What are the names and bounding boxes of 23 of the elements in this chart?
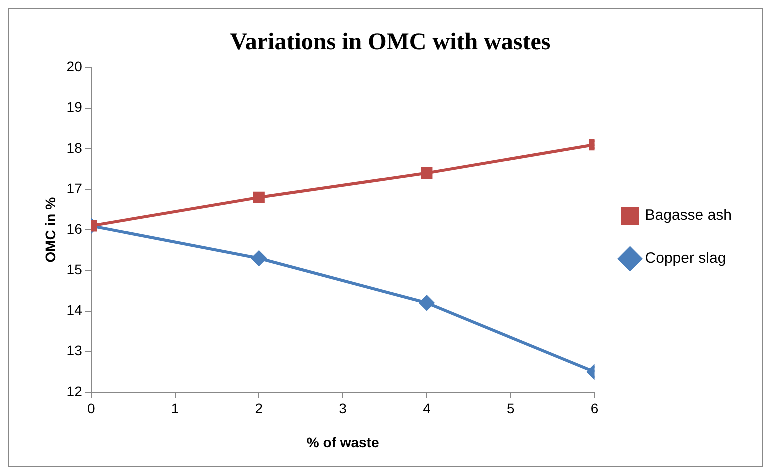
y-tick-label: 15 xyxy=(66,262,83,278)
chart-title: Variations in OMC with wastes xyxy=(230,30,551,56)
x-axis-title: % of waste xyxy=(306,434,380,450)
y-axis-title: OMC in % xyxy=(42,196,58,263)
x-tick-label: 4 xyxy=(423,400,432,417)
legend-label: Bagasse ash xyxy=(645,207,732,224)
y-tick-label: 18 xyxy=(66,140,83,156)
y-tick-label: 13 xyxy=(66,342,83,359)
x-tick-label: 2 xyxy=(255,400,264,417)
x-tick-label: 3 xyxy=(339,400,348,417)
legend-label: Copper slag xyxy=(645,250,726,268)
x-tick-label: 6 xyxy=(590,400,599,417)
y-tick-label: 14 xyxy=(66,302,83,318)
x-tick-label: 1 xyxy=(171,400,180,417)
y-tick-label: 12 xyxy=(66,383,83,400)
x-tick-label: 5 xyxy=(506,400,515,417)
point xyxy=(252,251,267,266)
y-tick-label: 20 xyxy=(66,58,83,75)
x-tick-label: 0 xyxy=(87,400,96,417)
y-tick-label: 17 xyxy=(66,180,83,196)
y-tick-label: 16 xyxy=(66,220,83,237)
point xyxy=(419,296,434,311)
y-tick-label: 19 xyxy=(66,99,83,116)
